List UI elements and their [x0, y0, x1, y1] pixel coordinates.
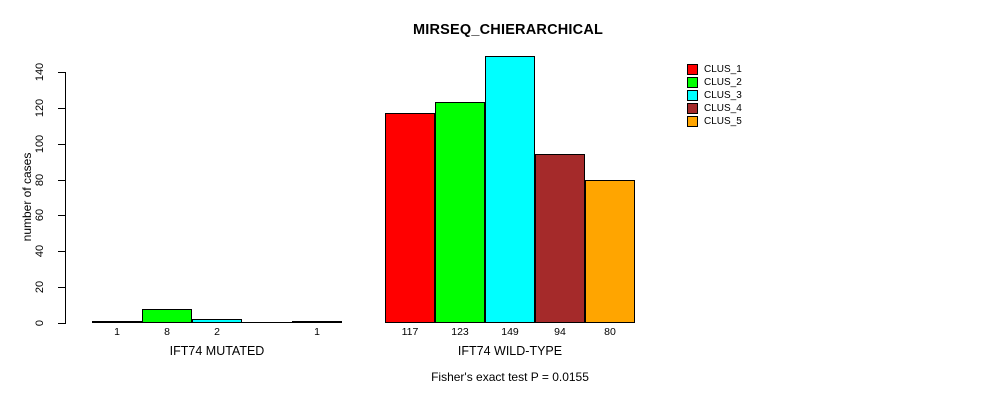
x-axis-category-label: IFT74 WILD-TYPE	[457, 344, 563, 358]
fisher-test-caption: Fisher's exact test P = 0.0155	[431, 370, 589, 384]
legend-label: CLUS_4	[704, 103, 742, 114]
bar-value-label: 80	[604, 326, 616, 338]
bar-value-label: 1	[114, 326, 120, 338]
bar-clus_2	[142, 309, 192, 323]
y-axis-tick-label: 20	[34, 281, 46, 294]
y-axis-tick	[58, 323, 65, 324]
y-axis-tick-label: 100	[34, 134, 46, 153]
bar-value-label: 8	[164, 326, 170, 338]
bar-clus_3	[192, 319, 242, 323]
bar-clus_5	[585, 180, 635, 323]
legend-color-swatch	[687, 77, 698, 88]
legend: CLUS_1 CLUS_2 CLUS_3 CLUS_4 CLUS_5	[687, 63, 742, 128]
y-axis-tick-label: 120	[34, 98, 46, 118]
legend-color-swatch	[687, 116, 698, 127]
bar-clus_1	[385, 113, 435, 323]
y-axis-tick	[58, 179, 65, 181]
y-axis-tick-label: 60	[34, 209, 46, 222]
legend-label: CLUS_1	[704, 64, 742, 75]
y-axis-tick-label: 140	[34, 62, 46, 82]
bar-value-label: 123	[451, 326, 469, 338]
bar-value-label: 94	[554, 326, 566, 338]
bar-clus_5	[292, 321, 342, 323]
legend-color-swatch	[687, 90, 698, 101]
y-axis-tick-label: 40	[34, 245, 46, 258]
y-axis-tick	[58, 215, 65, 217]
x-axis-category-label: IFT74 MUTATED	[169, 344, 265, 358]
bar-clus_3	[485, 56, 535, 323]
bar-value-label: 117	[401, 326, 419, 338]
y-axis-tick	[58, 251, 65, 253]
legend-item-clus_4: CLUS_4	[687, 102, 742, 115]
y-axis-tick-label: 80	[34, 173, 46, 186]
legend-label: CLUS_2	[704, 77, 742, 88]
y-axis-line	[65, 72, 66, 324]
legend-item-clus_2: CLUS_2	[687, 76, 742, 89]
bar-clus_2	[435, 102, 485, 323]
legend-label: CLUS_5	[704, 116, 742, 127]
y-axis-tick	[58, 72, 65, 73]
bar-clus_1	[92, 321, 142, 323]
y-axis-title: number of cases	[20, 152, 34, 242]
legend-item-clus_3: CLUS_3	[687, 89, 742, 102]
y-axis-tick	[58, 107, 65, 109]
bar-clus_4	[242, 322, 292, 323]
bar-clus_4	[535, 154, 585, 323]
y-axis-tick	[58, 143, 65, 145]
legend-color-swatch	[687, 103, 698, 114]
bar-value-label: 149	[501, 326, 519, 338]
bar-value-label: 1	[314, 326, 320, 338]
y-axis-tick	[58, 287, 65, 289]
legend-item-clus_5: CLUS_5	[687, 115, 742, 128]
bar-value-label: 2	[214, 326, 220, 338]
legend-item-clus_1: CLUS_1	[687, 63, 742, 76]
legend-color-swatch	[687, 64, 698, 75]
y-axis-tick-label: 0	[34, 319, 46, 327]
legend-label: CLUS_3	[704, 90, 742, 101]
chart-title: MIRSEQ_CHIERARCHICAL	[412, 22, 604, 38]
